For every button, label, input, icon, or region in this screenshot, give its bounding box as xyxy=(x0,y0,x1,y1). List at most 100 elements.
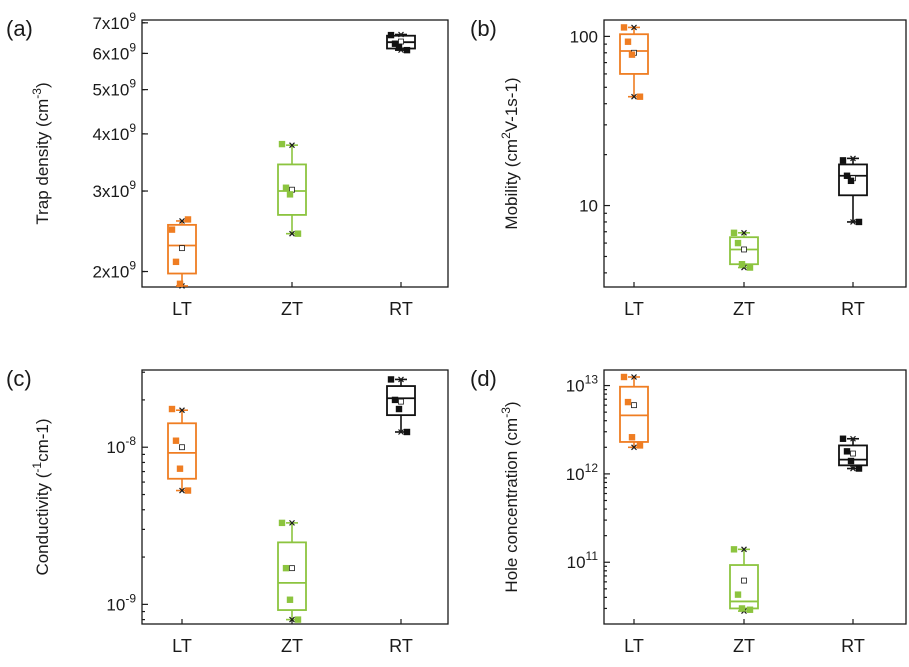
box-body xyxy=(619,33,649,75)
y-tick-label: 10-9 xyxy=(106,591,136,614)
data-point xyxy=(395,43,403,51)
data-point xyxy=(172,437,180,444)
box-LT xyxy=(619,373,649,451)
box-ZT xyxy=(729,546,759,615)
box-LT xyxy=(619,24,649,100)
mean-marker xyxy=(741,246,747,253)
box-RT xyxy=(838,155,868,226)
min-marker xyxy=(179,487,185,494)
max-marker xyxy=(741,229,747,236)
mean-marker xyxy=(179,444,185,451)
panel-label: (a) xyxy=(6,16,33,41)
x-tick-label: ZT xyxy=(733,636,755,656)
data-point xyxy=(282,184,290,191)
box-RT xyxy=(838,435,868,472)
box-ZT xyxy=(277,140,307,237)
data-point xyxy=(738,261,746,268)
mean-marker xyxy=(398,398,404,405)
box-body xyxy=(619,385,649,443)
max-marker xyxy=(398,376,404,383)
min-marker xyxy=(398,429,404,435)
max-marker xyxy=(289,142,295,149)
box-body xyxy=(277,541,307,611)
data-point xyxy=(391,40,399,47)
y-tick-label: 4x109 xyxy=(92,121,136,144)
box-RT xyxy=(386,31,416,54)
data-point xyxy=(168,405,176,413)
x-tick-label: LT xyxy=(172,636,192,656)
data-point xyxy=(278,519,286,527)
data-point xyxy=(278,140,286,148)
data-point xyxy=(839,435,847,442)
data-point xyxy=(184,216,192,223)
mean-marker xyxy=(850,450,856,457)
y-axis-label: Mobility (cm2V-1s-1) xyxy=(499,77,521,229)
max-marker xyxy=(398,31,404,38)
y-axis-label: Hole concentration (cm-3) xyxy=(499,401,521,592)
box-ZT xyxy=(729,229,759,271)
data-point xyxy=(734,591,742,598)
data-point xyxy=(636,93,644,100)
data-point xyxy=(403,428,411,436)
chart-panel-2: (c) 10-9 10-8 Conductivity (-1cm-1) LT ZT RT xyxy=(6,366,449,656)
panel-label: (d) xyxy=(470,366,497,391)
data-point xyxy=(294,230,302,237)
mean-marker xyxy=(289,565,295,572)
chart-panel-3: (d) 1011 1012 1013 Hole concentration (cm-3)… xyxy=(470,366,907,656)
chart-panel-0: (a) 2x109 3x109 4x109 5x109 6x109 7x109 Trap de… xyxy=(6,10,449,319)
box-body xyxy=(838,163,868,197)
data-point xyxy=(620,373,628,381)
data-point xyxy=(282,564,290,572)
data-point xyxy=(387,376,395,383)
box-body xyxy=(167,223,197,275)
data-point xyxy=(168,226,176,233)
data-point xyxy=(847,177,855,185)
x-tick-label: RT xyxy=(841,636,865,656)
box-LT xyxy=(167,405,197,494)
data-point xyxy=(730,546,738,553)
data-point xyxy=(847,457,855,465)
max-marker xyxy=(631,24,637,31)
data-point xyxy=(746,264,754,271)
box-body xyxy=(167,422,197,480)
mean-marker xyxy=(631,402,637,409)
y-axis-label: Conductivity (-1cm-1) xyxy=(30,418,52,575)
y-axis-label: Trap density (cm-3) xyxy=(30,82,52,224)
plot-frame xyxy=(141,369,449,625)
y-tick-label: 6x109 xyxy=(92,40,136,63)
max-marker xyxy=(741,546,747,553)
max-marker xyxy=(850,155,856,162)
max-marker xyxy=(179,218,185,224)
max-marker xyxy=(289,519,295,526)
data-point xyxy=(746,606,754,613)
data-point xyxy=(734,239,742,247)
data-point xyxy=(286,191,294,198)
data-point xyxy=(624,398,632,406)
y-tick-label: 3x109 xyxy=(92,178,136,201)
box-body xyxy=(386,385,416,417)
x-tick-label: ZT xyxy=(281,636,303,656)
min-marker xyxy=(631,444,637,451)
data-point xyxy=(403,46,411,54)
data-point xyxy=(620,24,628,31)
data-point xyxy=(184,487,192,494)
y-tick-label: 2x109 xyxy=(92,259,136,282)
y-tick-label: 10 xyxy=(579,197,598,216)
min-marker xyxy=(631,93,637,100)
data-point xyxy=(855,218,863,226)
data-point xyxy=(387,31,395,39)
y-tick-label: 7x109 xyxy=(92,10,136,33)
x-tick-label: ZT xyxy=(733,299,755,319)
panel-label: (c) xyxy=(6,366,32,391)
max-marker xyxy=(850,435,856,442)
data-point xyxy=(843,172,851,179)
min-marker xyxy=(289,230,295,237)
panel-label: (b) xyxy=(470,16,497,41)
y-tick-label: 1011 xyxy=(567,549,599,572)
mean-marker xyxy=(741,577,747,584)
data-point xyxy=(176,465,184,472)
plot-frame xyxy=(603,19,907,288)
data-point xyxy=(628,434,636,441)
